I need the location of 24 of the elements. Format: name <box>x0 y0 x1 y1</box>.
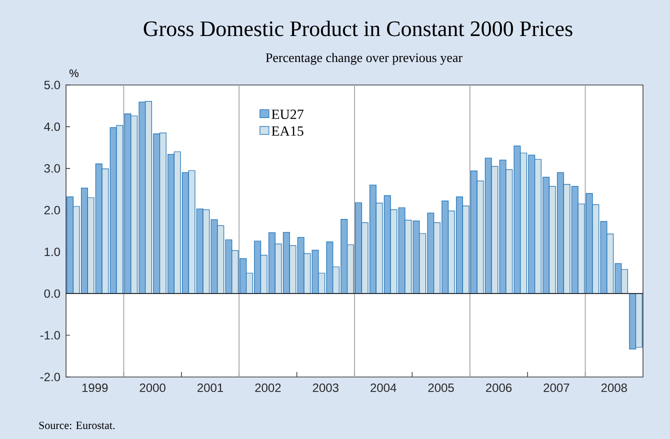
x-tick-label: 2007 <box>544 384 570 392</box>
legend-label: EA15 <box>272 126 304 136</box>
y-tick-label: 4.0 <box>44 122 60 131</box>
y-tick-label: 1.0 <box>44 248 60 256</box>
x-tick-label: 2001 <box>198 384 224 392</box>
x-tick-label: 2000 <box>140 384 166 392</box>
y-tick-label: 0.0 <box>44 289 60 298</box>
y-axis-title: % <box>70 69 78 78</box>
y-tick-label: 5.0 <box>44 80 60 90</box>
x-tick-label: 2003 <box>312 384 338 392</box>
x-tick-label: 2005 <box>428 384 454 392</box>
y-tick-label: 2.0 <box>44 206 60 214</box>
y-tick-label: -2.0 <box>40 372 60 382</box>
y-tick-label: 3.0 <box>44 164 60 173</box>
source-note: Source: Eurostat. <box>39 422 114 430</box>
x-tick-label: 2002 <box>255 384 281 392</box>
chart-subtitle: Percentage change over previous year <box>266 52 462 65</box>
x-tick-label: 2008 <box>601 384 627 392</box>
legend-label: EU27 <box>272 110 304 120</box>
y-tick-label: -1.0 <box>40 331 60 340</box>
x-tick-label: 1999 <box>82 384 108 392</box>
x-tick-label: 2004 <box>370 384 396 392</box>
chart-title: Gross Domestic Product in Constant 2000 Prices <box>144 20 572 36</box>
x-tick-label: 2006 <box>486 384 512 392</box>
